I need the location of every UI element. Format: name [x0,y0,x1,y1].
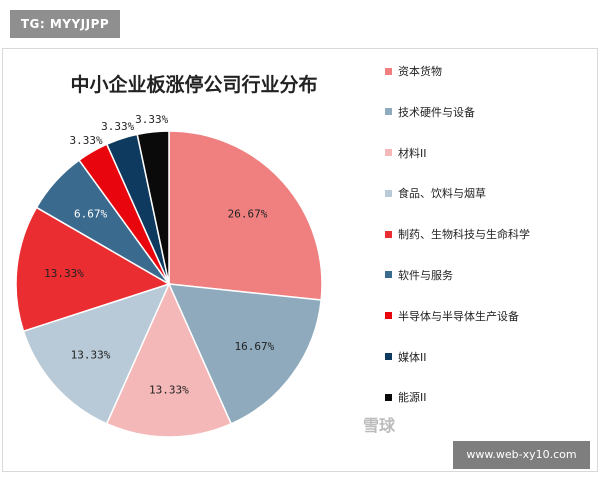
legend-item-5: 制药、生物科技与生命科学 [385,225,590,243]
legend-swatch [385,271,392,279]
pie-slice-2 [167,283,322,425]
legend-item-4: 食品、饮料与烟草 [385,184,590,202]
legend-item-6: 软件与服务 [385,266,590,284]
legend-swatch [385,230,392,238]
url-watermark: www.web-xy10.com [453,441,590,469]
top-watermark-label: TG: MYYJJPP [10,10,120,38]
pie-value-label-2: 16.67% [235,340,275,353]
legend-swatch [385,108,392,116]
watermark-logo: 雪球 [363,416,396,435]
pie-value-label-4: 13.33% [71,349,111,362]
legend-item-3: 材料II [385,144,590,162]
legend-swatch [385,189,392,197]
legend-item-7: 半导体与半导体生产设备 [385,307,590,325]
pie-value-label-5: 13.33% [44,267,84,280]
legend-label: 资本货物 [398,65,442,78]
pie-value-label-3: 13.33% [149,384,189,397]
legend-label: 媒体II [398,350,427,364]
legend-swatch [385,149,392,157]
pie-slice-9 [136,130,170,285]
legend-label: 制药、生物科技与生命科学 [398,228,530,242]
pie-slice-1 [168,130,323,301]
legend-label: 材料II [398,146,427,160]
pie-value-label-9: 3.33% [135,113,168,126]
legend-item-8: 媒体II [385,348,590,366]
legend-item-2: 技术硬件与设备 [385,103,590,121]
legend-label: 食品、饮料与烟草 [398,187,486,201]
pie-value-label-8: 3.33% [101,120,134,133]
legend-label: 半导体与半导体生产设备 [398,309,519,323]
legend-item-9: 能源II [385,388,590,406]
pie-value-labels: 26.67% 16.67% 13.33% 13.33% 13.33% 6.67% 3.33%… [44,113,275,397]
legend-swatch [385,353,392,361]
chart-title: 中小企业板涨停公司行业分布 [70,74,318,96]
pie-value-label-7: 3.33% [70,134,103,147]
pie-slice-4 [22,282,171,425]
chart-legend: 资本货物技术硬件与设备 材料II 食品、饮料与烟草制药、生物科技与生命科学 软件与服务… [385,62,590,429]
pie-slices [15,130,323,438]
legend-label: 技术硬件与设备 [398,105,475,119]
pie-value-label-1: 26.67% [228,207,268,220]
legend-swatch [385,67,392,75]
legend-swatch [385,393,392,401]
legend-label: 能源II [398,391,427,405]
pie-slice-3 [105,282,233,438]
legend-item-1: 资本货物 [385,62,590,80]
pie-slice-5 [15,206,171,333]
legend-swatch [385,312,392,320]
pie-value-label-6: 6.67% [74,207,107,220]
legend-label: 软件与服务 [398,268,453,282]
